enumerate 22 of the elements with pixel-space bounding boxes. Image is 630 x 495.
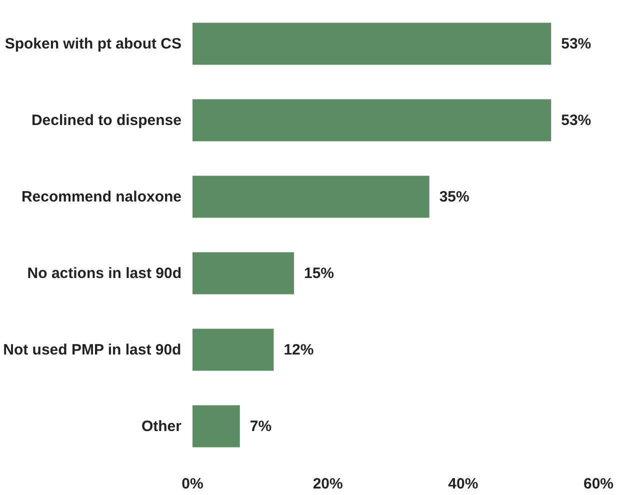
y-tick-label: Other <box>141 418 182 435</box>
x-tick-label: 0% <box>182 476 204 492</box>
y-tick-label: Recommend naloxone <box>21 188 182 206</box>
y-tick-label: Not used PMP in last 90d <box>3 341 182 358</box>
x-tick-label: 40% <box>448 476 478 492</box>
data-label: 15% <box>304 264 334 282</box>
bar <box>192 405 240 448</box>
data-label: 12% <box>284 341 314 358</box>
data-label: 53% <box>561 35 592 52</box>
y-tick-label: No actions in last 90d <box>27 264 182 282</box>
data-label: 35% <box>439 188 470 206</box>
bar <box>192 328 274 371</box>
data-label: 7% <box>250 418 272 435</box>
data-label: 53% <box>561 112 592 129</box>
bar <box>192 176 430 218</box>
y-tick-label: Spoken with pt about CS <box>4 35 182 52</box>
x-tick-label: 60% <box>583 476 614 492</box>
y-tick-label: Declined to dispense <box>31 112 182 129</box>
bar <box>192 99 552 142</box>
x-tick-label: 20% <box>312 476 343 492</box>
bar <box>192 252 294 294</box>
bar <box>192 22 552 65</box>
